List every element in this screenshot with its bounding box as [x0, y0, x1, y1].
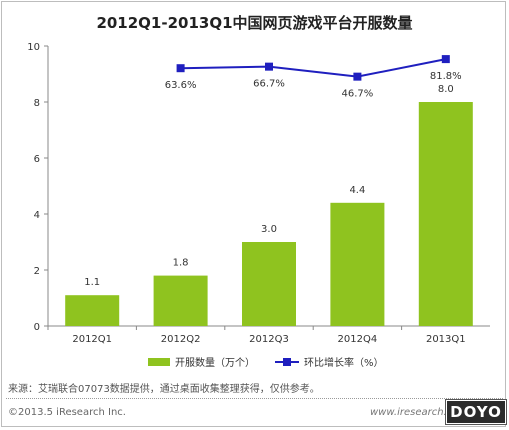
doyo-logo: DOYO: [446, 400, 506, 424]
line-data-label: 66.7%: [253, 79, 285, 90]
x-tick-label: 2012Q1: [72, 334, 112, 345]
x-tick-label: 2012Q4: [338, 334, 378, 345]
line-data-label: 63.6%: [165, 80, 197, 91]
bar: [418, 102, 473, 326]
legend-item-line: 环比增长率（%）: [275, 354, 384, 369]
legend: 开服数量（万个） 环比增长率（%）: [148, 354, 404, 369]
bar-data-label: 3.0: [261, 224, 277, 235]
site-url: www.iresearch.com.cn: [370, 407, 484, 418]
source-note: 来源：艾瑞联合07073数据提供，通过桌面收集整理获得，仅供参考。: [8, 384, 320, 395]
chart-plot: 0 2 4 6 8 10 1.1 2012Q1 1.8 2012Q2 3.0 2012Q3 4.4 201…: [27, 42, 490, 345]
y-tick-label: 10: [27, 42, 40, 53]
chart-title: 2012Q1-2013Q1中国网页游戏平台开服数量: [96, 14, 413, 32]
bar-data-label: 1.8: [173, 258, 189, 269]
bar-data-label: 4.4: [349, 185, 365, 196]
line-data-label: 46.7%: [342, 89, 374, 100]
x-tick-label: 2012Q2: [161, 334, 201, 345]
bar-data-label: 8.0: [438, 84, 454, 95]
legend-swatch-line: [275, 357, 299, 366]
footer-divider: [6, 398, 503, 399]
y-tick-label: 8: [34, 98, 40, 109]
legend-label-bar: 开服数量（万个）: [175, 358, 255, 369]
y-tick-label: 4: [34, 210, 40, 221]
line-data-label: 81.8%: [430, 71, 462, 82]
y-tick-label: 0: [34, 322, 40, 333]
bar: [65, 295, 120, 326]
x-tick-label: 2012Q3: [249, 334, 289, 345]
legend-label-line: 环比增长率（%）: [304, 358, 384, 369]
bar-data-label: 1.1: [84, 277, 100, 288]
line-marker: [441, 55, 450, 64]
copyright-text: ©2013.5 iResearch Inc.: [8, 407, 126, 418]
bar: [330, 202, 385, 326]
x-tick-label: 2013Q1: [426, 334, 466, 345]
y-tick-label: 2: [34, 266, 40, 277]
line-marker: [176, 64, 185, 73]
bar: [153, 275, 208, 326]
line-marker: [265, 62, 273, 71]
bar: [242, 242, 296, 326]
line-marker: [353, 72, 362, 81]
legend-item-bar: 开服数量（万个）: [148, 354, 255, 369]
legend-swatch-bar: [148, 357, 170, 366]
series-line: [180, 58, 446, 78]
y-tick-label: 6: [34, 154, 40, 165]
